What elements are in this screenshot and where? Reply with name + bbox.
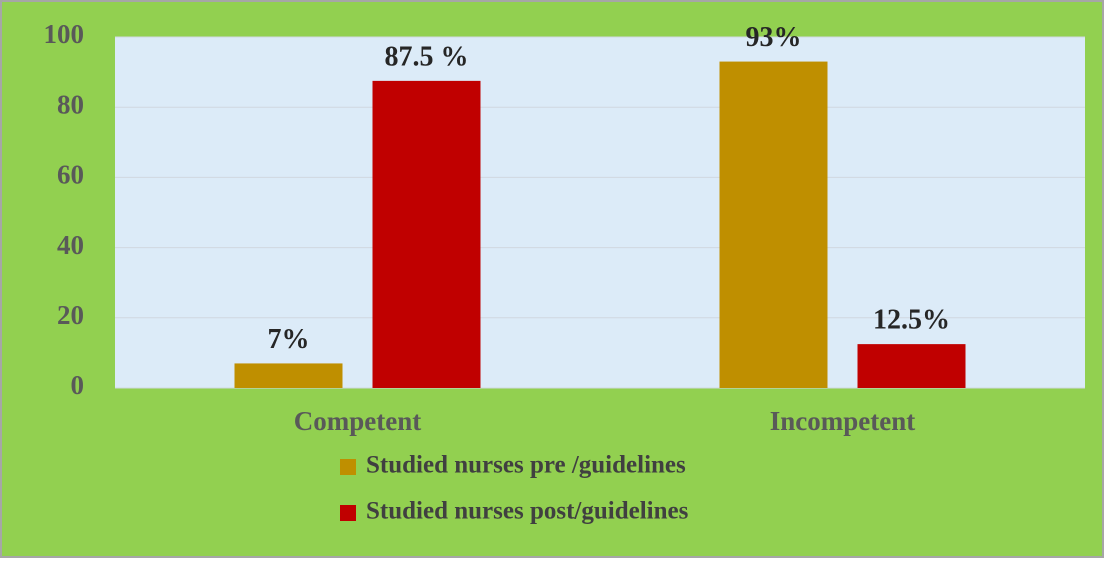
data-label: 93%: [746, 22, 802, 53]
y-tick-label: 60: [57, 160, 84, 190]
data-label: 87.5 %: [385, 41, 469, 72]
legend-swatch: [340, 459, 356, 475]
bar: [857, 344, 966, 388]
plot-area: [115, 37, 1085, 388]
data-label: 12.5%: [873, 305, 950, 336]
data-label: 7%: [268, 324, 310, 355]
x-tick-label: Incompetent: [770, 406, 915, 436]
y-tick-label: 20: [57, 300, 84, 330]
legend-label: Studied nurses pre /guidelines: [366, 452, 686, 479]
y-tick-label: 100: [44, 19, 85, 49]
legend-swatch: [340, 505, 356, 521]
bar: [372, 80, 481, 388]
bar: [719, 61, 828, 388]
legend-label: Studied nurses post/guidelines: [366, 498, 689, 525]
y-tick-label: 80: [57, 89, 84, 119]
y-tick-label: 40: [57, 230, 84, 260]
x-tick-label: Competent: [294, 406, 421, 436]
y-tick-label: 0: [71, 370, 85, 400]
bar: [234, 363, 343, 388]
